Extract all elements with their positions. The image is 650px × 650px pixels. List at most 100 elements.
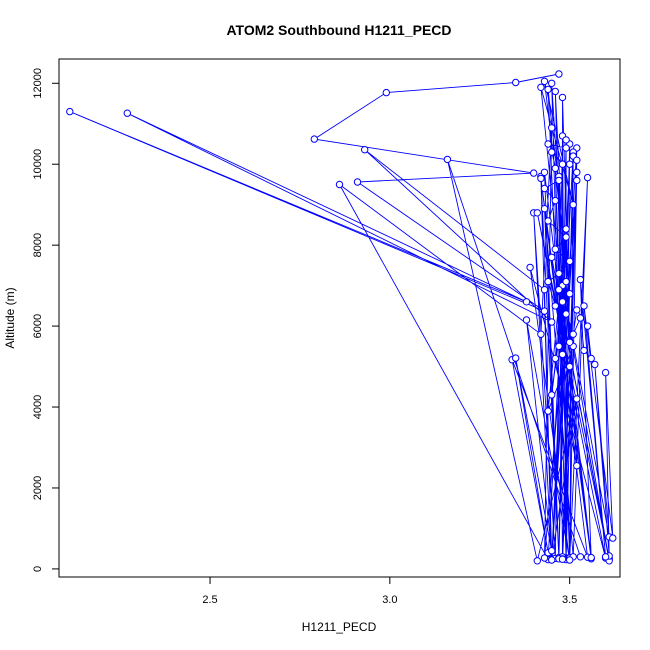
data-point-85 [562, 225, 570, 233]
data-point-43 [573, 156, 581, 164]
data-point-106 [583, 322, 592, 330]
data-point-121 [558, 160, 567, 168]
data-point-53 [540, 205, 549, 213]
data-point-75 [601, 368, 610, 377]
y-tick-label-2: 4000 [32, 395, 44, 419]
data-point-90 [558, 298, 567, 306]
data-point-21 [566, 160, 574, 168]
y-tick-label-4: 8000 [32, 233, 44, 257]
data-point-55 [540, 168, 549, 177]
data-point-9 [123, 109, 132, 117]
data-point-47 [573, 168, 581, 177]
data-point-80 [587, 553, 595, 562]
data-point-27 [573, 176, 581, 185]
data-point-1 [512, 78, 520, 87]
y-tick-label-0: 0 [32, 566, 44, 572]
data-point-57 [537, 174, 545, 183]
data-point-93 [540, 77, 549, 86]
y-tick-label-6: 12000 [32, 68, 44, 99]
data-point-77 [580, 302, 588, 310]
data-point-88 [562, 277, 570, 286]
data-point-25 [548, 124, 556, 132]
x-axis-label: H1211_PECD [302, 620, 377, 634]
data-point-0 [555, 70, 563, 78]
y-tick-label-3: 6000 [32, 314, 44, 338]
data-point-11 [361, 146, 369, 154]
chart-title: ATOM2 Southbound H1211_PECD [226, 22, 451, 38]
data-point-82 [558, 555, 567, 563]
data-point-3 [310, 135, 318, 143]
data-point-51 [583, 173, 592, 182]
data-point-103 [576, 314, 585, 322]
data-point-81 [566, 362, 574, 371]
y-tick-label-5: 10000 [32, 149, 44, 180]
data-point-73 [591, 360, 599, 369]
y-tick-label-1: 2000 [32, 476, 44, 500]
data-point-62 [548, 547, 556, 555]
data-point-109 [555, 286, 563, 294]
data-point-89 [548, 391, 556, 399]
y-axis-label: Altitude (m) [3, 287, 17, 348]
data-point-113 [566, 257, 574, 265]
data-point-120 [548, 148, 556, 156]
data-point-92 [569, 201, 577, 209]
data-point-23 [335, 180, 344, 189]
data-point-101 [558, 93, 567, 102]
data-point-61 [512, 354, 520, 362]
data-point-35 [562, 136, 570, 144]
data-point-8 [522, 298, 531, 306]
data-point-115 [562, 233, 570, 241]
data-point-123 [562, 144, 570, 152]
data-point-87 [573, 462, 581, 470]
data-point-69 [548, 253, 556, 261]
data-point-45 [551, 164, 559, 173]
data-point-117 [551, 196, 559, 205]
data-point-95 [544, 85, 552, 94]
data-point-104 [580, 346, 588, 355]
data-point-5 [353, 178, 362, 186]
data-series [66, 70, 617, 565]
data-point-2 [382, 88, 390, 97]
data-point-86 [551, 354, 559, 363]
data-point-16 [443, 155, 452, 164]
data-point-99 [551, 87, 559, 96]
data-point-96 [555, 342, 563, 350]
data-point-15 [533, 557, 541, 565]
data-point-65 [526, 263, 534, 272]
data-point-12 [540, 286, 549, 294]
x-tick-label-2: 3.5 [562, 594, 577, 606]
x-axis: 2.5 3.0 3.5 [202, 577, 577, 606]
data-point-107 [573, 306, 581, 314]
data-point-84 [544, 407, 552, 415]
data-point-64 [566, 556, 574, 564]
data-point-6 [540, 307, 549, 315]
data-point-38 [548, 556, 556, 564]
data-point-4 [530, 169, 538, 177]
data-point-10 [548, 318, 556, 326]
series-line-0 [69, 73, 614, 562]
data-point-67 [533, 209, 541, 217]
data-point-63 [522, 316, 531, 324]
y-axis: 0 2000 4000 6000 8000 10000 12000 [32, 68, 59, 572]
data-point-108 [569, 330, 577, 338]
data-point-105 [587, 354, 595, 363]
data-point-110 [551, 302, 559, 310]
data-point-116 [544, 217, 552, 225]
data-point-91 [537, 83, 545, 92]
data-point-24 [537, 330, 545, 338]
data-point-14 [573, 395, 581, 403]
data-point-26 [540, 554, 549, 562]
plot-frame [58, 58, 621, 578]
data-point-122 [544, 140, 552, 148]
data-point-102 [566, 338, 574, 346]
data-point-118 [540, 184, 549, 193]
data-point-76 [609, 534, 617, 542]
data-point-111 [544, 277, 552, 286]
data-point-98 [562, 310, 570, 318]
data-point-17 [576, 553, 585, 561]
data-point-78 [601, 553, 610, 561]
data-point-112 [555, 269, 563, 278]
data-point-7 [66, 107, 74, 116]
data-point-119 [555, 176, 563, 185]
